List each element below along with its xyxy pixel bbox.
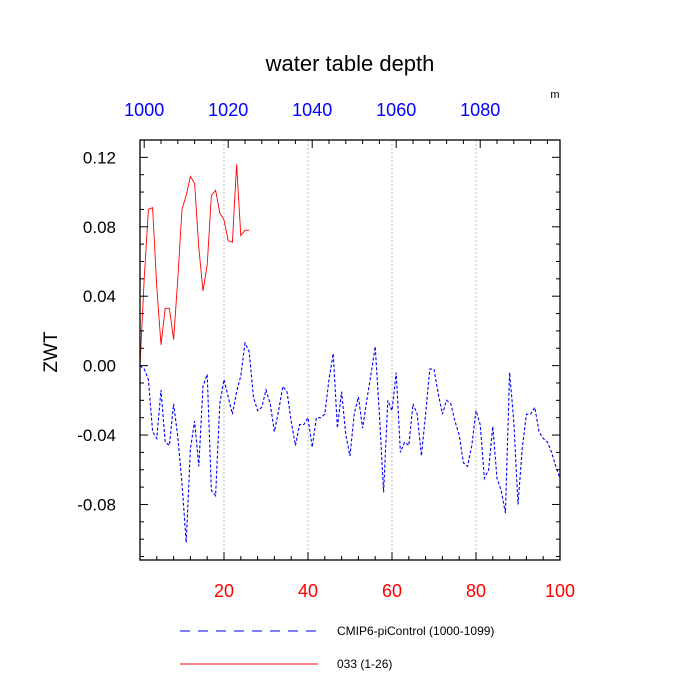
grid-lines — [223, 140, 477, 560]
x-tick-label: 100 — [545, 581, 575, 601]
series-group — [139, 164, 561, 543]
y-tick-label: -0.04 — [77, 426, 116, 445]
x-tick-label: 80 — [466, 581, 486, 601]
x-top-tick-label: 1040 — [292, 100, 332, 120]
legend-label-2: 033 (1-26) — [337, 657, 392, 671]
series-line-2 — [139, 164, 250, 366]
y-tick-label: 0.12 — [83, 148, 116, 167]
x-tick-label: 20 — [214, 581, 234, 601]
tick-marks — [140, 140, 560, 560]
y-tick-label: 0.00 — [83, 357, 116, 376]
plot-frame — [139, 139, 561, 561]
x-tick-label: 40 — [298, 581, 318, 601]
x-top-tick-label: 1080 — [460, 100, 500, 120]
legend: CMIP6-piControl (1000-1099) 033 (1-26) — [180, 624, 494, 671]
tick-labels: 20 40 60 80 100 1000 1020 1040 1060 1080 0.12 0.08 0… — [77, 100, 575, 601]
x-top-tick-label: 1020 — [208, 100, 248, 120]
unit-label: m — [550, 89, 559, 101]
y-axis-label: ZWT — [41, 331, 62, 373]
x-tick-label: 60 — [382, 581, 402, 601]
y-tick-label: 0.08 — [83, 218, 116, 237]
series-line-1 — [139, 341, 561, 543]
y-tick-label: -0.08 — [77, 495, 116, 514]
chart-title: water table depth — [265, 51, 435, 76]
legend-label-1: CMIP6-piControl (1000-1099) — [337, 624, 494, 638]
x-top-tick-label: 1060 — [376, 100, 416, 120]
y-tick-label: 0.04 — [83, 287, 116, 306]
x-top-tick-label: 1000 — [124, 100, 164, 120]
